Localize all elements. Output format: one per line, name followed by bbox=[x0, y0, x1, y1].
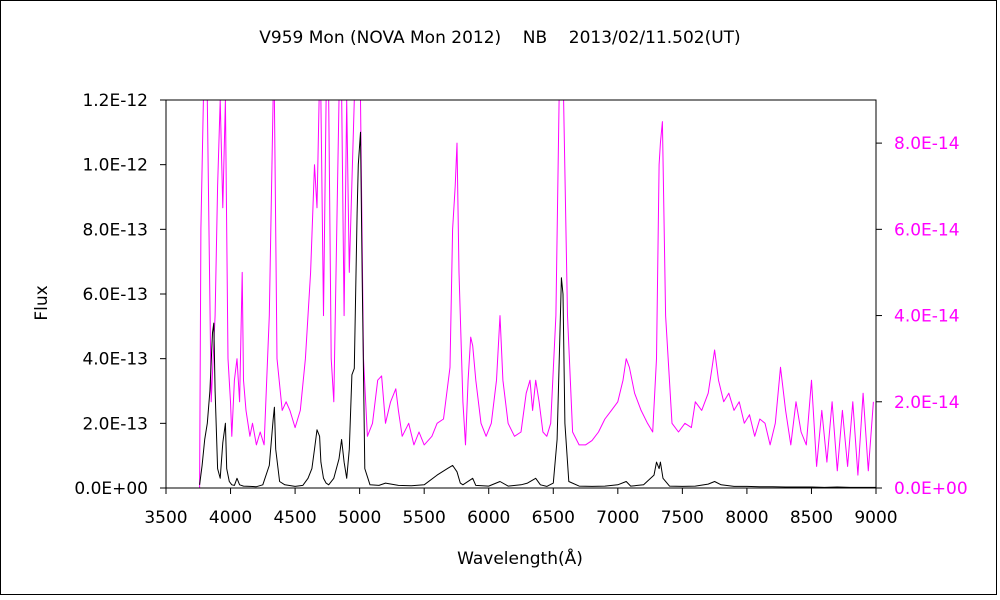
x-tick-label: 6000 bbox=[467, 508, 510, 528]
x-tick-label: 7500 bbox=[661, 508, 704, 528]
y-right-tick-label: 2.0E-14 bbox=[894, 393, 960, 413]
y-left-tick-label: 2.0E-13 bbox=[82, 414, 148, 434]
x-tick-label: 3500 bbox=[144, 508, 187, 528]
y-axis-label: Flux bbox=[32, 285, 52, 320]
x-tick-label: 5000 bbox=[338, 508, 381, 528]
x-tick-label: 4500 bbox=[273, 508, 316, 528]
x-axis-label: Wavelength(Å) bbox=[457, 547, 583, 569]
y-left-tick-label: 1.2E-12 bbox=[82, 91, 148, 111]
x-tick-label: 4000 bbox=[209, 508, 252, 528]
y-right-tick-label: 6.0E-14 bbox=[894, 220, 960, 240]
x-tick-label: 7000 bbox=[596, 508, 639, 528]
x-tick-label: 9000 bbox=[854, 508, 897, 528]
y-left-tick-label: 6.0E-13 bbox=[82, 285, 148, 305]
y-right-tick-label: 4.0E-14 bbox=[894, 307, 960, 327]
axes: 3500 4000 4500 5000 5500 6000 6500 7000 7500 8000… bbox=[74, 91, 967, 528]
y-right-tick-label: 8.0E-14 bbox=[894, 134, 960, 154]
x-tick-label: 8000 bbox=[725, 508, 768, 528]
black-spectrum-line bbox=[199, 131, 876, 488]
x-tick-label: 8500 bbox=[790, 508, 833, 528]
y-left-tick-label: 4.0E-13 bbox=[82, 350, 148, 370]
x-tick-label: 5500 bbox=[403, 508, 446, 528]
chart-title: V959 Mon (NOVA Mon 2012) NB 2013/02/11.5… bbox=[259, 28, 740, 48]
y-left-tick-label: 1.0E-12 bbox=[82, 156, 148, 176]
y-left-tick-label: 0.0E+00 bbox=[74, 479, 148, 499]
y-left-tick-label: 8.0E-13 bbox=[82, 220, 148, 240]
x-tick-label: 6500 bbox=[532, 508, 575, 528]
y-right-tick-label: 0.0E+00 bbox=[894, 479, 968, 499]
